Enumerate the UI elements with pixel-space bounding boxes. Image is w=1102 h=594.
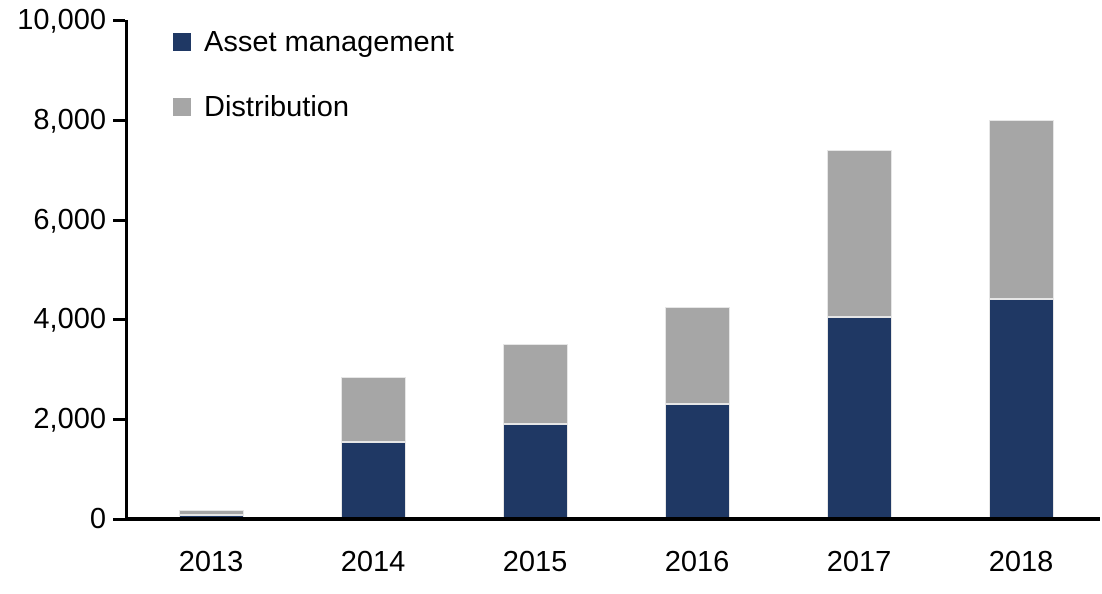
- bar-segment-2014-distribution: [340, 376, 406, 442]
- y-axis-tick-6000: [113, 219, 125, 222]
- legend-item-asset-management: Asset management: [173, 24, 454, 59]
- x-axis-label-2014: 2014: [340, 546, 406, 578]
- bar-segment-2015-distribution: [502, 344, 568, 425]
- y-axis-label-0: 0: [89, 503, 106, 535]
- bar-segment-2016-asset-management: [664, 404, 730, 519]
- x-axis-label-2015: 2015: [502, 546, 568, 578]
- y-axis-label-10000: 10,000: [17, 4, 106, 36]
- bar-segment-2015-asset-management: [502, 424, 568, 519]
- legend-swatch-asset-management: [173, 32, 191, 51]
- y-axis-tick-10000: [113, 19, 125, 22]
- y-axis-tick-0: [113, 518, 125, 521]
- bar-segment-2014-asset-management: [340, 441, 406, 519]
- bar-segment-2018-distribution: [988, 119, 1054, 300]
- bar-segment-2018-asset-management: [988, 299, 1054, 519]
- legend-swatch-distribution: [173, 97, 191, 116]
- y-axis-tick-2000: [113, 418, 125, 421]
- y-axis-line: [125, 20, 128, 521]
- x-axis-label-2017: 2017: [826, 546, 892, 578]
- legend-label-distribution: Distribution: [204, 90, 350, 123]
- y-axis-tick-8000: [113, 119, 125, 122]
- bar-segment-2016-distribution: [664, 306, 730, 405]
- x-axis-line: [125, 517, 1100, 521]
- x-axis-label-2016: 2016: [664, 546, 730, 578]
- bar-segment-2017-asset-management: [826, 316, 892, 519]
- bar-segment-2017-distribution: [826, 149, 892, 317]
- bar-segment-2013-distribution: [178, 509, 244, 515]
- y-axis-label-8000: 8,000: [33, 103, 106, 136]
- chart-legend: Asset management Distribution: [173, 24, 454, 154]
- legend-item-distribution: Distribution: [173, 89, 454, 124]
- y-axis-label-6000: 6,000: [33, 203, 106, 236]
- y-axis-label-2000: 2,000: [33, 403, 106, 436]
- x-axis-label-2018: 2018: [988, 546, 1054, 578]
- legend-label-asset-management: Asset management: [204, 25, 454, 58]
- y-axis-label-4000: 4,000: [33, 303, 106, 336]
- y-axis-tick-4000: [113, 318, 125, 321]
- x-axis-label-2013: 2013: [178, 546, 244, 578]
